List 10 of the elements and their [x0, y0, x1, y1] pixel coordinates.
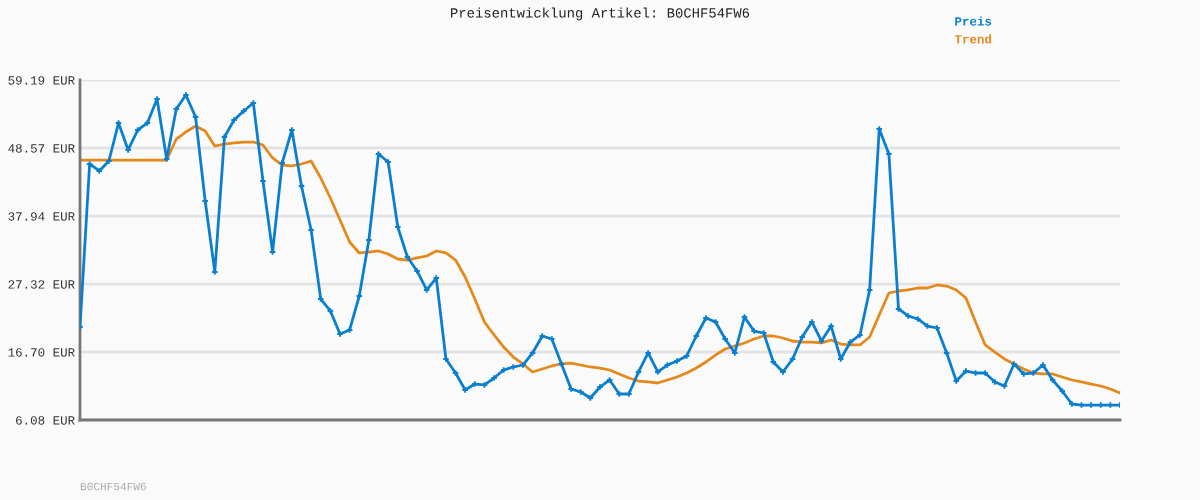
- text: Preis: [955, 16, 992, 26]
- text: B0CHF54FW6: [80, 482, 146, 491]
- text: Trend: [954, 34, 992, 44]
- y-tick-label: 37.94 EUR: [8, 212, 75, 221]
- y-tick-label: 59.19 EUR: [8, 76, 75, 85]
- y-tick-label: 48.57 EUR: [8, 144, 75, 153]
- y-tick-label: 6.08 EUR: [16, 416, 75, 425]
- y-tick-label: 27.32 EUR: [8, 280, 75, 289]
- y-tick-label: 16.70 EUR: [8, 348, 75, 357]
- chart-title: Preisentwicklung Artikel: B0CHF54FW6: [451, 7, 750, 21]
